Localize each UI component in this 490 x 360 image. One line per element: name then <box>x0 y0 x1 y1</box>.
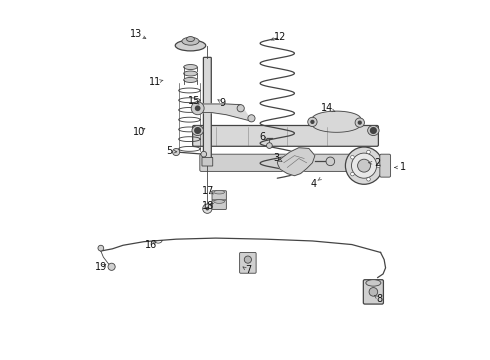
Circle shape <box>237 105 245 112</box>
Text: 6: 6 <box>259 132 265 142</box>
Circle shape <box>203 204 212 213</box>
Circle shape <box>370 127 377 134</box>
FancyBboxPatch shape <box>212 191 226 200</box>
Text: 7: 7 <box>245 265 251 275</box>
Text: 17: 17 <box>202 186 215 197</box>
Circle shape <box>172 148 180 156</box>
Ellipse shape <box>182 37 199 45</box>
Circle shape <box>308 117 317 127</box>
FancyBboxPatch shape <box>212 200 226 210</box>
Circle shape <box>245 256 251 263</box>
FancyBboxPatch shape <box>200 154 375 171</box>
Circle shape <box>351 172 354 176</box>
Ellipse shape <box>192 126 203 135</box>
Ellipse shape <box>214 200 224 203</box>
Ellipse shape <box>187 37 195 41</box>
Circle shape <box>98 245 104 251</box>
Circle shape <box>355 118 365 127</box>
Circle shape <box>108 263 115 270</box>
Text: 1: 1 <box>400 162 407 172</box>
Ellipse shape <box>214 190 224 194</box>
Text: 16: 16 <box>145 240 157 250</box>
Text: 10: 10 <box>133 127 146 136</box>
Circle shape <box>195 105 200 111</box>
Circle shape <box>345 147 383 184</box>
Text: 9: 9 <box>220 98 226 108</box>
Circle shape <box>248 115 255 122</box>
Text: 13: 13 <box>129 29 142 39</box>
Ellipse shape <box>184 77 197 82</box>
Ellipse shape <box>366 280 381 286</box>
Text: 15: 15 <box>188 96 200 106</box>
Circle shape <box>201 151 207 157</box>
Polygon shape <box>201 104 251 121</box>
Circle shape <box>326 157 335 166</box>
Text: 8: 8 <box>376 294 383 304</box>
Ellipse shape <box>368 126 379 135</box>
Circle shape <box>351 156 354 159</box>
Text: 19: 19 <box>95 262 107 272</box>
Circle shape <box>367 150 370 154</box>
Circle shape <box>351 153 377 178</box>
FancyBboxPatch shape <box>193 126 378 146</box>
Text: 5: 5 <box>167 146 173 156</box>
Circle shape <box>267 143 272 148</box>
Text: 4: 4 <box>310 179 316 189</box>
Text: 14: 14 <box>320 103 333 113</box>
FancyBboxPatch shape <box>364 280 383 304</box>
Polygon shape <box>312 111 361 132</box>
Circle shape <box>191 102 204 115</box>
FancyBboxPatch shape <box>203 57 211 163</box>
Circle shape <box>377 164 380 167</box>
Circle shape <box>358 159 370 172</box>
FancyBboxPatch shape <box>380 154 391 177</box>
Text: 12: 12 <box>274 32 286 41</box>
Text: 11: 11 <box>148 77 161 87</box>
Text: 3: 3 <box>273 153 280 163</box>
Ellipse shape <box>175 40 206 51</box>
Ellipse shape <box>184 64 197 69</box>
Polygon shape <box>277 148 315 176</box>
FancyBboxPatch shape <box>240 252 256 273</box>
Text: 18: 18 <box>202 201 215 211</box>
Circle shape <box>310 120 315 124</box>
Circle shape <box>369 288 378 296</box>
Circle shape <box>205 207 209 211</box>
Circle shape <box>194 127 201 134</box>
Circle shape <box>358 121 362 125</box>
Ellipse shape <box>184 71 197 76</box>
Circle shape <box>367 177 370 181</box>
Text: 2: 2 <box>374 158 380 168</box>
FancyBboxPatch shape <box>202 157 213 166</box>
